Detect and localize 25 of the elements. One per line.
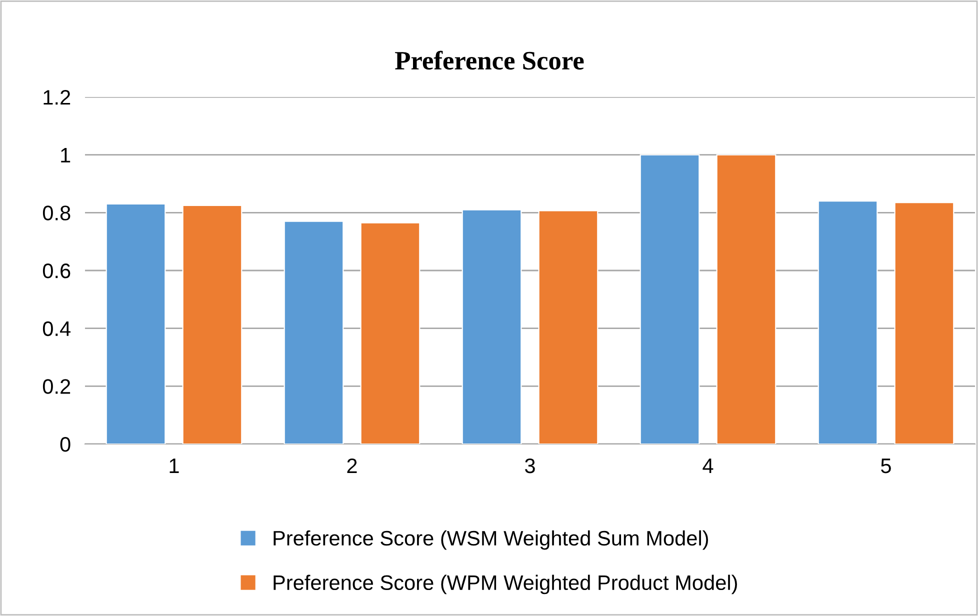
x-tick-label: 1: [170, 458, 179, 473]
bar: [284, 220, 344, 444]
bar: [894, 202, 954, 444]
bar: [538, 210, 598, 444]
bar: [182, 204, 242, 444]
bar: [106, 203, 166, 444]
bar: [818, 200, 878, 444]
bar: [640, 154, 700, 444]
bar: [462, 209, 522, 444]
y-tick-label: 0.6: [42, 264, 70, 278]
bar: [716, 154, 776, 444]
y-tick-label: 0.2: [42, 379, 70, 394]
y-tick-label: 0.8: [42, 206, 70, 220]
y-tick-label: 1.2: [44, 90, 70, 105]
y-tick-label: 1: [61, 148, 70, 162]
legend-label: Preference Score (WPM Weighted Product Model): [274, 574, 737, 594]
y-tick-label: 0: [60, 437, 70, 452]
bar: [360, 222, 420, 444]
x-tick-label: 5: [881, 458, 891, 474]
y-tick-label: 0.4: [42, 321, 71, 336]
x-tick-label: 2: [347, 458, 357, 473]
x-tick-label: 4: [702, 458, 714, 473]
x-tick-label: 3: [525, 458, 535, 474]
chart-title: Preference Score: [395, 50, 584, 70]
legend-label: Preference Score (WSM Weighted Sum Model): [274, 530, 708, 550]
